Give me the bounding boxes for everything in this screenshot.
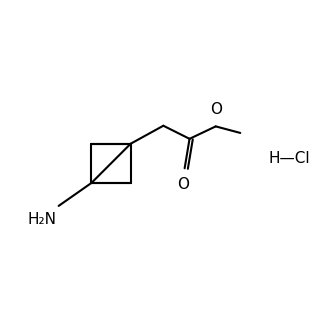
Text: O: O [210,102,222,117]
Text: O: O [177,178,189,192]
Text: H—Cl: H—Cl [268,151,310,166]
Text: H₂N: H₂N [27,213,56,227]
